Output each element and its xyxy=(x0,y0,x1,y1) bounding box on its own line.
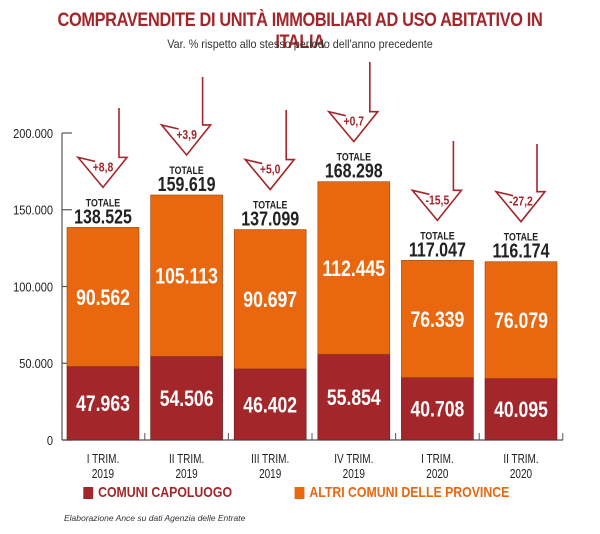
total-value: 116.174 xyxy=(493,240,550,262)
x-tick-label-year: 2020 xyxy=(510,468,532,481)
bar-label-altri: 76.079 xyxy=(494,309,548,333)
total-caption: TOTALE xyxy=(86,198,121,210)
bar-altri xyxy=(401,260,474,378)
legend-label-capoluogo: COMUNI CAPOLUOGO xyxy=(98,484,233,501)
y-tick-label: 0 xyxy=(47,433,53,448)
bar-label-altri: 90.697 xyxy=(243,288,297,312)
x-tick-label: I TRIM. xyxy=(87,453,120,466)
variation-arrow xyxy=(493,144,547,223)
legend-swatch-capoluogo xyxy=(83,486,94,499)
y-tick-label: 200.000 xyxy=(13,126,53,141)
total-value: 159.619 xyxy=(158,173,216,195)
variation-arrow xyxy=(243,110,296,191)
total-value: 137.099 xyxy=(241,208,299,230)
variation-arrow xyxy=(159,77,213,157)
bar-label-altri: 76.339 xyxy=(411,308,465,332)
bar-altri xyxy=(150,194,223,357)
variation-arrow xyxy=(410,141,464,222)
variation-label: +8,8 xyxy=(93,160,114,174)
variation-label: +3,9 xyxy=(176,128,197,142)
legend-swatch-altri xyxy=(294,486,305,499)
bar-label-altri: 90.562 xyxy=(76,286,130,310)
bar-label-capoluogo: 55.854 xyxy=(327,386,381,410)
total-caption: TOTALE xyxy=(253,200,288,212)
total-caption: TOTALE xyxy=(504,232,539,244)
source-note: Elaborazione Ance su dati Agenzia delle … xyxy=(64,513,246,523)
x-tick-label-year: 2019 xyxy=(343,468,365,481)
bar-capoluogo xyxy=(233,368,307,441)
chart-subtitle: Var. % rispetto allo stesso periodo dell… xyxy=(167,37,433,51)
variation-arrow xyxy=(326,62,380,143)
bar-altri xyxy=(233,229,307,370)
x-tick-label: II TRIM. xyxy=(503,453,538,466)
bar-label-altri: 105.113 xyxy=(155,265,218,289)
variation-arrow xyxy=(75,108,129,189)
bar-capoluogo xyxy=(150,356,223,441)
x-tick-label-year: 2019 xyxy=(259,468,281,481)
x-tick-label: I TRIM. xyxy=(421,453,454,466)
total-caption: TOTALE xyxy=(337,152,372,164)
bar-label-altri: 112.445 xyxy=(322,257,385,281)
total-value: 138.525 xyxy=(74,206,132,228)
bar-label-capoluogo: 40.708 xyxy=(411,398,465,422)
y-tick-label: 50.000 xyxy=(19,356,53,371)
total-caption: TOTALE xyxy=(169,165,204,177)
variation-label: -15,5 xyxy=(426,193,450,207)
legend: COMUNI CAPOLUOGO ALTRI COMUNI DELLE PROV… xyxy=(0,484,600,501)
legend-item-altri: ALTRI COMUNI DELLE PROVINCE xyxy=(294,484,509,501)
bar-label-capoluogo: 46.402 xyxy=(243,394,297,418)
x-tick-label-year: 2020 xyxy=(426,468,448,481)
bar-altri xyxy=(317,181,391,355)
bar-label-capoluogo: 47.963 xyxy=(76,392,130,416)
variation-label: +5,0 xyxy=(260,163,281,177)
bar-altri xyxy=(484,261,558,379)
bar-capoluogo xyxy=(484,378,558,441)
chart-title: COMPRAVENDITE DI UNITÀ IMMOBILIARI AD US… xyxy=(57,10,543,53)
bar-label-capoluogo: 54.506 xyxy=(160,387,214,411)
variation-label: +0,7 xyxy=(344,115,365,129)
variation-label: -27,2 xyxy=(509,195,533,209)
x-tick-label: II TRIM. xyxy=(169,453,204,466)
total-caption: TOTALE xyxy=(420,230,455,242)
legend-item-capoluogo: COMUNI CAPOLUOGO xyxy=(83,484,233,501)
x-tick-label-year: 2019 xyxy=(92,468,114,481)
x-tick-label: III TRIM. xyxy=(251,453,289,466)
y-tick-label: 100.000 xyxy=(13,280,53,295)
bar-altri xyxy=(66,227,140,367)
total-value: 168.298 xyxy=(325,160,383,182)
bar-capoluogo xyxy=(317,353,391,441)
legend-label-altri: ALTRI COMUNI DELLE PROVINCE xyxy=(309,484,510,501)
bar-capoluogo xyxy=(401,377,474,441)
x-tick-label: IV TRIM. xyxy=(334,453,373,466)
total-value: 117.047 xyxy=(409,239,466,261)
x-tick-label-year: 2019 xyxy=(175,468,197,481)
y-tick-label: 150.000 xyxy=(13,203,53,218)
bar-label-capoluogo: 40.095 xyxy=(494,398,548,422)
